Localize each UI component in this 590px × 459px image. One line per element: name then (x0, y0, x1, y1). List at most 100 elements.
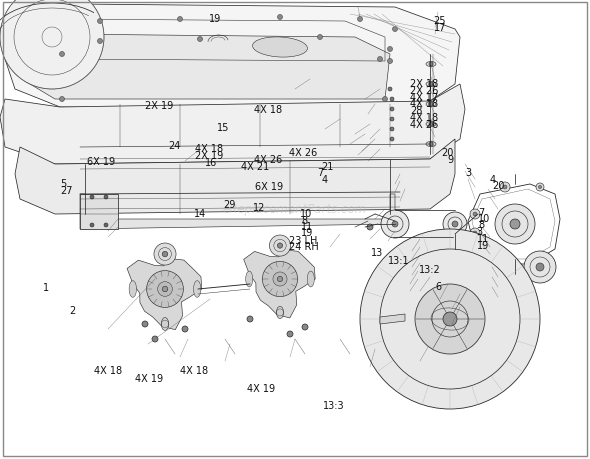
Ellipse shape (245, 271, 253, 287)
Text: 7: 7 (478, 207, 484, 217)
Text: 4: 4 (490, 175, 496, 185)
Text: 2X 18: 2X 18 (410, 78, 438, 89)
Ellipse shape (426, 122, 436, 127)
Circle shape (429, 123, 433, 127)
Circle shape (277, 16, 283, 21)
Circle shape (152, 336, 158, 342)
Circle shape (104, 224, 108, 228)
Circle shape (510, 219, 520, 230)
Text: 16: 16 (205, 158, 217, 168)
Circle shape (287, 331, 293, 337)
Text: 17: 17 (434, 22, 446, 33)
Text: 4X 19: 4X 19 (135, 373, 163, 383)
Circle shape (158, 282, 172, 297)
Circle shape (382, 97, 388, 102)
Text: 6: 6 (435, 282, 441, 292)
Circle shape (390, 108, 394, 112)
Text: 12: 12 (253, 202, 265, 213)
Circle shape (429, 143, 433, 147)
Circle shape (146, 271, 183, 308)
Circle shape (154, 243, 176, 265)
Circle shape (277, 277, 283, 282)
Text: 2X 26: 2X 26 (410, 85, 438, 95)
Text: 6X 19: 6X 19 (255, 182, 284, 192)
Text: 13:2: 13:2 (419, 265, 441, 275)
Circle shape (536, 184, 544, 191)
Text: 4X 26: 4X 26 (289, 147, 317, 157)
Circle shape (97, 39, 103, 45)
Circle shape (415, 285, 485, 354)
Circle shape (97, 19, 103, 24)
Polygon shape (5, 5, 460, 112)
Ellipse shape (426, 142, 436, 147)
Text: 19: 19 (301, 228, 313, 238)
Circle shape (263, 262, 297, 297)
Text: 4X 18: 4X 18 (410, 99, 438, 109)
Polygon shape (80, 195, 118, 230)
Circle shape (142, 321, 148, 327)
Text: 20: 20 (493, 181, 505, 191)
Text: 23 LH: 23 LH (289, 235, 317, 245)
Text: 3: 3 (465, 168, 471, 178)
Polygon shape (127, 259, 202, 330)
Circle shape (360, 230, 540, 409)
Circle shape (390, 128, 394, 132)
Text: 4X 18: 4X 18 (195, 144, 223, 154)
Circle shape (539, 186, 542, 189)
Circle shape (390, 138, 394, 142)
Text: 24: 24 (168, 140, 181, 151)
Text: 28: 28 (410, 106, 422, 116)
Polygon shape (80, 195, 395, 230)
Text: 4X 18: 4X 18 (254, 105, 282, 115)
Circle shape (277, 243, 283, 249)
Text: 6X 19: 6X 19 (87, 157, 116, 167)
Circle shape (443, 312, 457, 326)
Circle shape (429, 83, 433, 87)
Ellipse shape (129, 281, 136, 297)
Text: 14: 14 (194, 208, 206, 218)
Text: 10: 10 (300, 208, 312, 218)
Text: eReplacementParts.com: eReplacementParts.com (223, 203, 367, 216)
Circle shape (90, 196, 94, 200)
Ellipse shape (253, 38, 307, 58)
Ellipse shape (426, 102, 436, 107)
Circle shape (390, 118, 394, 122)
Polygon shape (380, 314, 405, 325)
Text: 4X 17: 4X 17 (410, 92, 438, 102)
Ellipse shape (426, 82, 436, 87)
Text: 13:1: 13:1 (388, 256, 410, 266)
Text: 4X 19: 4X 19 (247, 383, 275, 393)
Circle shape (429, 103, 433, 107)
Circle shape (524, 252, 556, 283)
Circle shape (381, 211, 409, 239)
Text: 10: 10 (478, 214, 490, 224)
Circle shape (378, 57, 382, 62)
Circle shape (358, 17, 362, 22)
Text: 24 RH: 24 RH (289, 242, 319, 252)
Text: 4X 18: 4X 18 (94, 365, 123, 375)
Text: 29: 29 (223, 199, 235, 209)
Text: 13: 13 (371, 247, 383, 257)
Text: 11: 11 (301, 222, 313, 232)
Ellipse shape (161, 318, 169, 330)
Circle shape (388, 47, 392, 52)
Circle shape (443, 213, 467, 236)
Circle shape (392, 222, 398, 228)
Circle shape (429, 63, 433, 67)
Text: 19: 19 (477, 241, 489, 251)
Text: 13:3: 13:3 (323, 400, 345, 410)
Circle shape (392, 28, 398, 33)
Circle shape (198, 38, 202, 42)
Circle shape (182, 326, 188, 332)
Circle shape (270, 235, 290, 257)
Circle shape (104, 196, 108, 200)
Text: 4X 26: 4X 26 (254, 155, 282, 165)
Circle shape (500, 183, 510, 193)
Circle shape (473, 213, 477, 217)
Text: 19: 19 (209, 14, 221, 24)
Polygon shape (25, 35, 390, 100)
Circle shape (452, 222, 458, 228)
Text: 4: 4 (322, 175, 327, 185)
Text: 4X 18: 4X 18 (410, 113, 438, 123)
Circle shape (90, 224, 94, 228)
